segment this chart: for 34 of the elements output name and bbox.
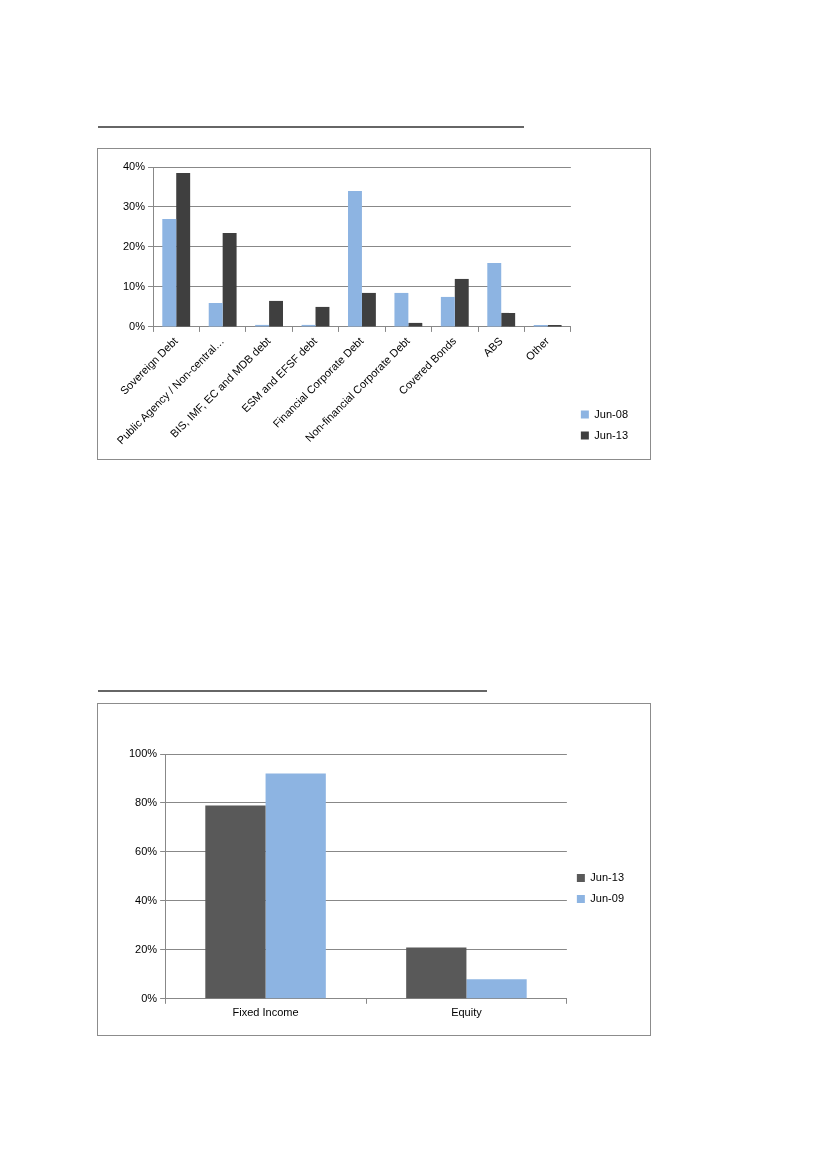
y-tick-label: 20% <box>135 942 158 955</box>
y-tick-label: 20% <box>122 239 146 252</box>
bar <box>205 805 266 999</box>
y-tick-label: 0% <box>141 991 158 1004</box>
bar <box>394 292 409 327</box>
bar <box>466 979 527 999</box>
bar <box>162 218 177 327</box>
x-tick-label: Equity <box>451 1006 483 1019</box>
bar <box>315 306 330 327</box>
bar <box>265 773 326 999</box>
bar <box>501 312 516 327</box>
y-tick-label: 60% <box>135 844 158 857</box>
legend-label: Jun-13 <box>594 428 629 441</box>
bar <box>406 947 467 999</box>
bar <box>176 173 191 327</box>
y-tick-label: 80% <box>135 795 158 808</box>
bar <box>348 190 362 327</box>
bar <box>208 302 223 327</box>
y-tick-label: 100% <box>128 747 158 760</box>
y-tick-label: 40% <box>135 893 158 906</box>
bar <box>487 262 502 327</box>
bar <box>361 292 376 327</box>
bar <box>222 232 237 327</box>
x-tick-label: Fixed Income <box>232 1006 299 1019</box>
bar <box>269 300 284 327</box>
y-tick-label: 0% <box>129 319 146 332</box>
bar <box>454 278 469 327</box>
y-tick-label: 10% <box>122 279 146 292</box>
y-tick-label: 30% <box>122 200 146 213</box>
legend-label: Jun-08 <box>594 407 629 420</box>
legend-label: Jun-09 <box>590 892 625 905</box>
bar <box>440 296 455 327</box>
legend-label: Jun-13 <box>590 871 625 884</box>
y-tick-label: 40% <box>122 160 146 173</box>
